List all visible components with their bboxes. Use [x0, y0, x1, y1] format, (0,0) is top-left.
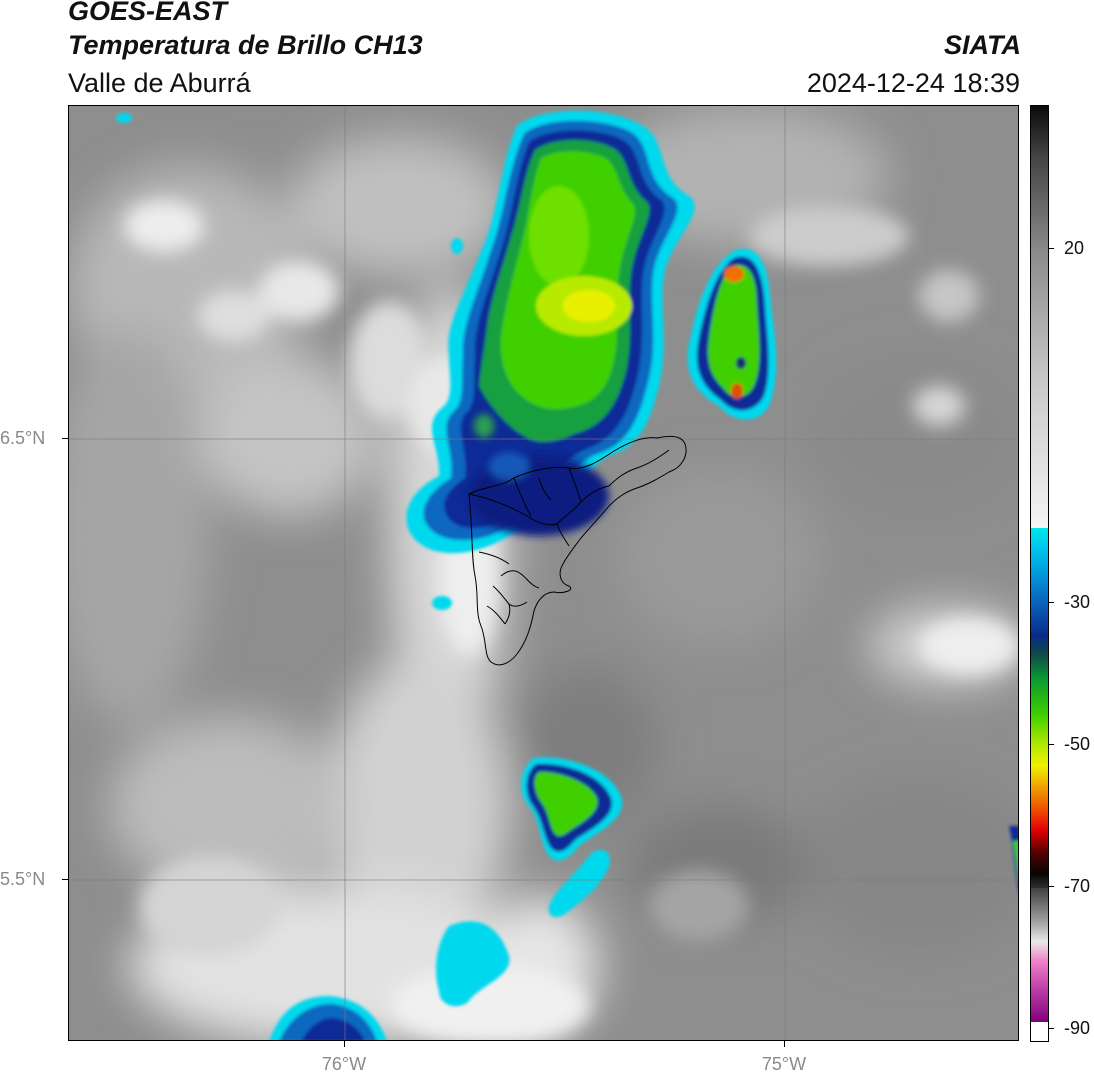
region-label: Valle de Aburrá [68, 68, 251, 98]
temperature-colorbar [1030, 105, 1049, 1042]
colorbar-label-minus30: -30 [1064, 592, 1091, 612]
colorbar-label-20: 20 [1064, 238, 1085, 258]
colorbar-label-minus50: -50 [1064, 734, 1091, 754]
agency-label: SIATA [944, 30, 1021, 60]
map-gridlines [69, 106, 1018, 1040]
colorbar-label-minus90: -90 [1064, 1018, 1091, 1038]
colorbar-tick-minus30 [1049, 602, 1054, 603]
satellite-title: GOES-EAST [68, 0, 228, 26]
colorbar-tick-minus50 [1049, 744, 1054, 745]
satellite-map[interactable] [68, 105, 1019, 1041]
colorbar-tick-minus90 [1049, 1028, 1054, 1029]
lat-label-6-5N: 6.5°N [0, 428, 46, 448]
lat-tick-6-5N [62, 438, 68, 439]
lon-label-76W: 76°W [321, 1054, 367, 1074]
aburra-valley-boundaries [468, 435, 687, 666]
colorbar-label-minus70: -70 [1064, 876, 1091, 896]
lon-label-75W: 75°W [761, 1054, 807, 1074]
lon-tick-76W [344, 1041, 345, 1047]
brightness-temperature-image [69, 106, 1018, 1040]
datetime-label: 2024-12-24 18:39 [806, 68, 1020, 98]
colorbar-tick-20 [1049, 248, 1054, 249]
colorbar-tick-minus70 [1049, 886, 1054, 887]
lat-label-5-5N: 5.5°N [0, 869, 46, 889]
lon-tick-75W [784, 1041, 785, 1047]
product-title: Temperatura de Brillo CH13 [68, 30, 423, 60]
lat-tick-5-5N [62, 879, 68, 880]
